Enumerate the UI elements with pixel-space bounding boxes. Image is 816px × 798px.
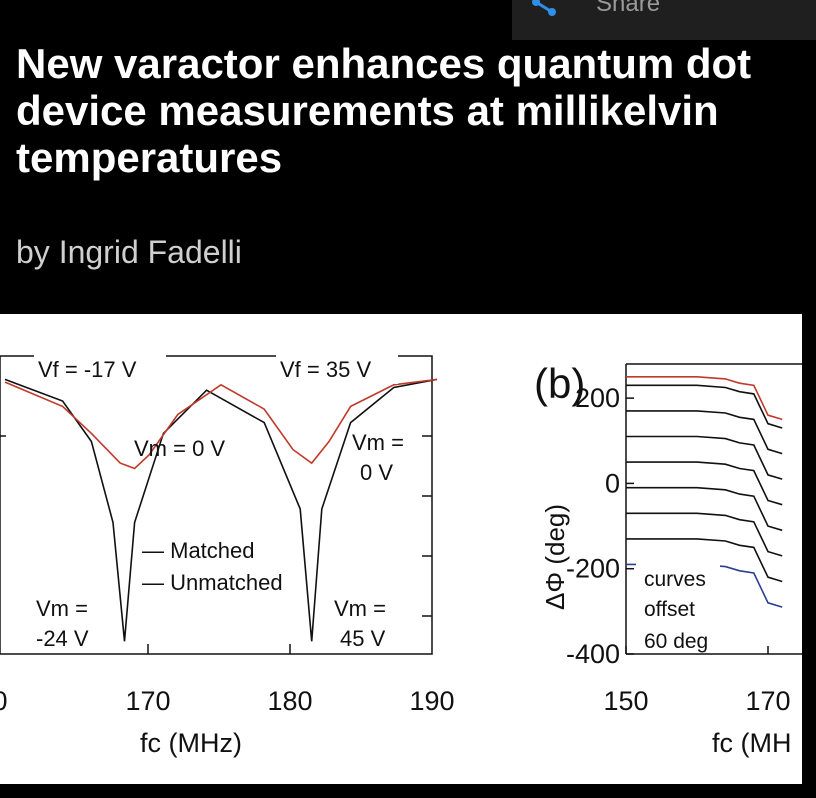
y-tick-label: -400 <box>566 639 620 669</box>
share-label[interactable]: Share <box>596 0 661 17</box>
panel-b-annotation-2: offset <box>644 598 695 621</box>
panel-a-xlabel: fc (MHz) <box>140 728 242 758</box>
phase-curve-5 <box>626 486 783 532</box>
panel-a-right-ticks <box>0 435 432 617</box>
legend-matched: — Matched <box>142 538 255 563</box>
panel-a-frame <box>0 355 433 655</box>
phase-curve-1 <box>626 384 783 429</box>
panel-b-annotation-3: 60 deg <box>644 630 708 653</box>
figure-svg: Vf = -17 V Vf = 35 V Vm = 0 V Vm = 0 V —… <box>0 354 802 758</box>
vm-right-bottom-label-1: Vm = <box>334 596 386 621</box>
panel-a-x-tick-labels: 0 170 180 190 <box>0 686 455 716</box>
vf-right-bg <box>276 354 398 384</box>
panel-b-label: (b) <box>534 360 585 407</box>
panel-b-y-tick-labels: 200 0 -200 -400 <box>566 383 634 669</box>
phase-curve-2 <box>626 410 783 455</box>
vf-left-bg <box>34 354 166 384</box>
panel-b-annotation-bg <box>636 562 720 652</box>
panel-b-xlabel: fc (MH <box>712 728 791 758</box>
y-tick-label: -200 <box>566 554 620 584</box>
vm-right-bottom-label-2: 45 V <box>340 626 386 651</box>
panel-b: (b) ΔΦ (deg) curves offset 60 deg 200 0 -2… <box>534 360 802 758</box>
x-tick-label: 180 <box>267 686 312 716</box>
vf-right-label: Vf = 35 V <box>280 357 371 382</box>
x-tick-label: 190 <box>409 686 454 716</box>
series-unmatched-line <box>4 378 438 470</box>
legend-unmatched: — Unmatched <box>142 570 283 595</box>
vm-right-top-label-1: Vm = <box>352 430 404 455</box>
share-bar[interactable] <box>512 0 816 40</box>
share-icon[interactable] <box>530 0 558 18</box>
vm-left-bottom-label-1: Vm = <box>36 596 88 621</box>
panel-b-x-tick-labels: 150 170 <box>603 646 791 716</box>
panel-b-annotation-1: curves <box>644 568 706 591</box>
panel-a-x-ticks <box>147 644 291 654</box>
y-tick-label: 200 <box>575 383 620 413</box>
vm-right-top-label-2: 0 V <box>360 460 393 485</box>
phase-curve-4 <box>626 461 783 506</box>
article-figure: Vf = -17 V Vf = 35 V Vm = 0 V Vm = 0 V —… <box>0 314 802 784</box>
panel-a: Vf = -17 V Vf = 35 V Vm = 0 V Vm = 0 V —… <box>0 354 455 758</box>
vm-left-bottom-label-2: -24 V <box>36 626 89 651</box>
vf-left-label: Vf = -17 V <box>38 357 137 382</box>
vm-center-label: Vm = 0 V <box>134 436 225 461</box>
panel-b-ylabel: ΔΦ (deg) <box>540 504 570 610</box>
phase-curve-0 <box>626 376 783 421</box>
phase-curve-7 <box>626 538 783 583</box>
x-tick-label: 170 <box>125 686 170 716</box>
article-byline: by Ingrid Fadelli <box>16 234 242 270</box>
article-title: New varactor enhances quantum dot device… <box>16 40 752 181</box>
y-tick-label: 0 <box>605 468 620 498</box>
phase-curve-3 <box>626 435 783 480</box>
x-tick-label: 150 <box>603 686 648 716</box>
phase-curve-6 <box>626 512 783 557</box>
x-tick-label: 0 <box>0 686 8 716</box>
series-matched-line <box>4 378 438 642</box>
x-tick-label: 170 <box>745 686 790 716</box>
panel-a-plot <box>4 378 438 642</box>
